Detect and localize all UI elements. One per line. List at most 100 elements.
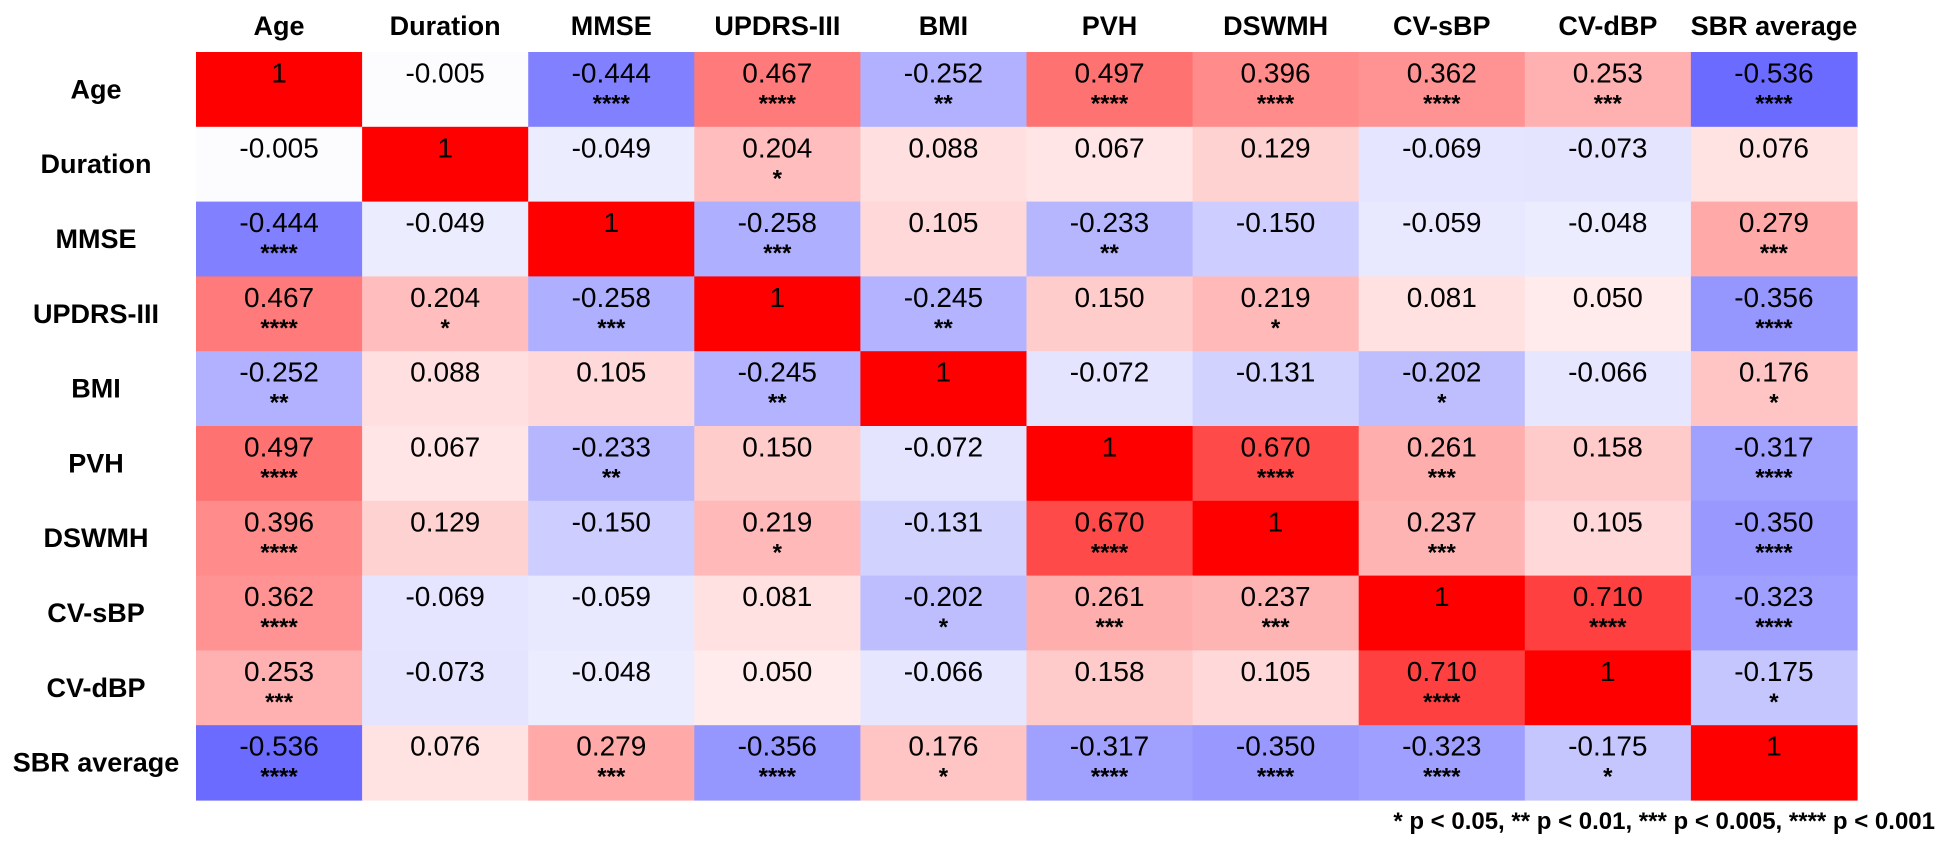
row-label: DSWMH xyxy=(44,523,149,553)
cell-significance: **** xyxy=(1755,614,1793,641)
cell-value: 0.237 xyxy=(1407,506,1477,537)
row-label: BMI xyxy=(71,374,121,404)
heatmap-cell xyxy=(1524,426,1692,502)
row-label: UPDRS-III xyxy=(33,299,159,329)
heatmap-cell xyxy=(362,351,529,427)
heatmap-cell xyxy=(1192,351,1360,427)
cell-significance: **** xyxy=(593,91,631,118)
cell-value: -0.131 xyxy=(904,506,983,537)
heatmap-cell xyxy=(1192,650,1360,726)
cell-value: 0.076 xyxy=(1739,132,1809,163)
heatmap-cell xyxy=(1358,500,1526,577)
heatmap-cell xyxy=(1026,426,1194,502)
cell-significance: *** xyxy=(265,689,294,716)
cell-value: -0.072 xyxy=(904,432,983,463)
heatmap-cell xyxy=(528,650,695,726)
cell-significance: ** xyxy=(934,91,953,118)
cell-value: 0.237 xyxy=(1241,581,1311,612)
row-label: CV-sBP xyxy=(47,598,145,628)
cell-significance: **** xyxy=(1091,91,1129,118)
cell-value: 1 xyxy=(437,132,453,163)
cell-value: 0.219 xyxy=(1241,282,1311,313)
heatmap-cell xyxy=(860,276,1028,352)
cell-value: -0.066 xyxy=(904,656,983,687)
heatmap-cell xyxy=(528,276,695,352)
cell-value: 0.081 xyxy=(742,581,812,612)
heatmap-cell xyxy=(1192,426,1360,502)
heatmap-cell xyxy=(1192,575,1360,651)
cell-value: -0.150 xyxy=(1236,207,1315,238)
heatmap-cell xyxy=(1026,126,1194,203)
cell-value: 1 xyxy=(770,282,786,313)
cell-value: -0.150 xyxy=(572,506,651,537)
heatmap-cell xyxy=(196,52,363,128)
cell-value: -0.072 xyxy=(1070,357,1149,388)
cell-value: 0.467 xyxy=(244,282,314,313)
column-label: PVH xyxy=(1082,11,1138,41)
cell-value: -0.175 xyxy=(1734,656,1813,687)
heatmap-cell xyxy=(362,500,529,577)
cell-value: -0.317 xyxy=(1734,432,1813,463)
cell-significance: **** xyxy=(759,91,797,118)
heatmap-cell xyxy=(1690,201,1858,277)
cell-significance: *** xyxy=(597,764,626,791)
cell-value: -0.350 xyxy=(1734,506,1813,537)
cell-value: -0.245 xyxy=(904,282,983,313)
cell-significance: * xyxy=(441,315,451,342)
cell-value: 1 xyxy=(271,58,287,89)
heatmap-cell xyxy=(694,575,861,651)
cell-value: 0.362 xyxy=(1407,58,1477,89)
cell-value: 0.253 xyxy=(244,656,314,687)
cell-value: -0.048 xyxy=(1568,207,1647,238)
column-label: CV-sBP xyxy=(1393,11,1491,41)
row-label: Duration xyxy=(41,149,152,179)
heatmap-cell xyxy=(196,126,363,203)
cell-value: 1 xyxy=(1268,506,1284,537)
heatmap-cell xyxy=(1524,201,1692,277)
cell-value: 0.105 xyxy=(1241,656,1311,687)
cell-value: 1 xyxy=(1434,581,1450,612)
cell-value: 0.204 xyxy=(742,132,812,163)
cell-value: -0.073 xyxy=(1568,132,1647,163)
heatmap-cell xyxy=(1524,650,1692,726)
heatmap-cell xyxy=(196,426,363,502)
cell-value: 0.219 xyxy=(742,506,812,537)
cell-value: 0.176 xyxy=(908,731,978,762)
row-label: SBR average xyxy=(13,748,180,778)
heatmap-cell xyxy=(528,126,695,203)
column-label: UPDRS-III xyxy=(714,11,840,41)
cell-significance: * xyxy=(1769,390,1779,417)
heatmap-cell xyxy=(694,201,861,277)
cell-value: 1 xyxy=(936,357,952,388)
cell-value: 0.150 xyxy=(1074,282,1144,313)
cell-significance: *** xyxy=(1760,240,1789,267)
cell-significance: ** xyxy=(1100,240,1119,267)
cell-significance: **** xyxy=(1423,91,1461,118)
heatmap-cell xyxy=(1690,126,1858,203)
cell-significance: * xyxy=(1769,689,1779,716)
cell-value: -0.258 xyxy=(572,282,651,313)
heatmap-cell xyxy=(362,126,529,203)
cell-value: -0.202 xyxy=(1402,357,1481,388)
heatmap-cell xyxy=(1026,575,1194,651)
heatmap-cell xyxy=(528,426,695,502)
cell-significance: **** xyxy=(260,465,298,492)
heatmap-cell xyxy=(694,276,861,352)
cell-value: -0.356 xyxy=(1734,282,1813,313)
cell-value: 0.158 xyxy=(1573,432,1643,463)
heatmap-cell xyxy=(860,725,1028,801)
cell-value: 0.396 xyxy=(1241,58,1311,89)
cell-value: 0.467 xyxy=(742,58,812,89)
cell-value: 0.105 xyxy=(908,207,978,238)
cell-value: -0.245 xyxy=(738,357,817,388)
cell-significance: **** xyxy=(1423,689,1461,716)
heatmap-cell xyxy=(694,351,861,427)
cell-value: 0.176 xyxy=(1739,357,1809,388)
cell-significance: * xyxy=(773,539,783,566)
cell-significance: *** xyxy=(1095,614,1124,641)
cell-significance: *** xyxy=(1262,614,1291,641)
cell-value: 0.105 xyxy=(1573,506,1643,537)
heatmap-cell xyxy=(860,575,1028,651)
cell-value: 0.710 xyxy=(1573,581,1643,612)
heatmap-cell xyxy=(1358,351,1526,427)
